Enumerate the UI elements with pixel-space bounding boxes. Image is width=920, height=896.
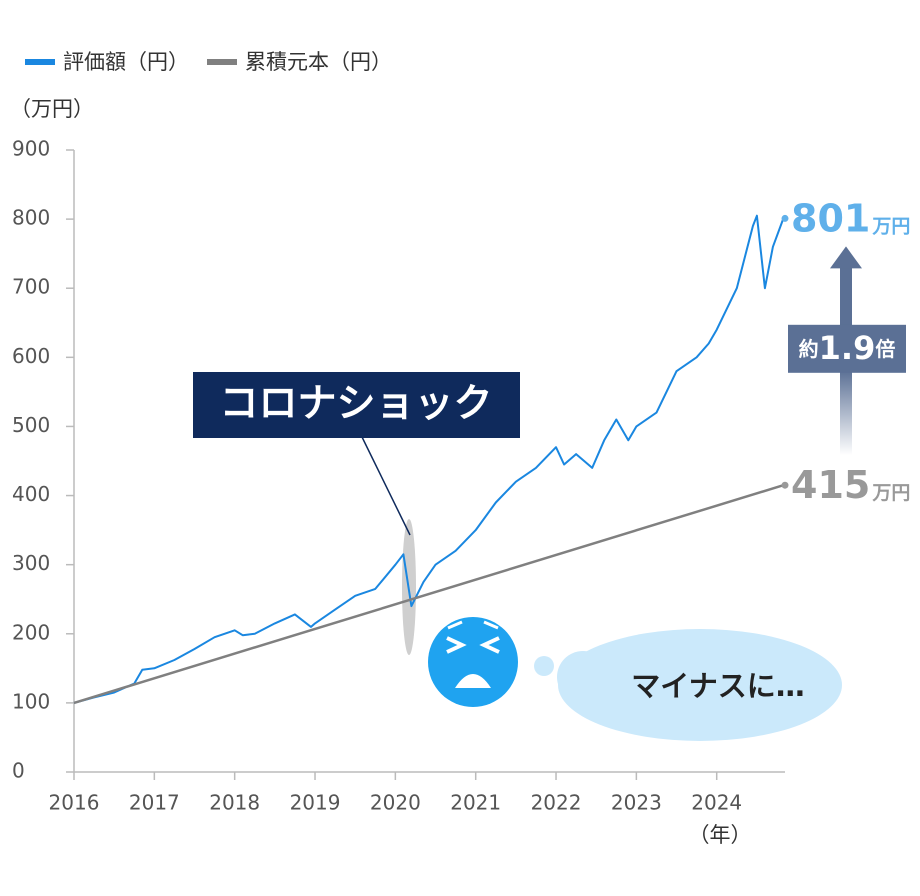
end-label: 801 万円 <box>791 196 910 240</box>
y-unit-label: （万円） <box>10 97 94 121</box>
x-tick-label: 2023 <box>611 791 662 815</box>
x-tick-label: 2021 <box>450 791 501 815</box>
legend-swatch <box>207 59 237 65</box>
end-value: 415 <box>791 463 870 507</box>
legend-swatch <box>25 59 55 65</box>
ratio-box <box>788 324 906 373</box>
end-dot <box>781 214 789 222</box>
plot-area: 0 100 200 300 400 500 600 700 800 900 2016 2017 2018… <box>12 137 910 815</box>
y-tick-label: 700 <box>12 275 50 299</box>
x-tick-label: 2024 <box>691 791 742 815</box>
x-tick-label: 2016 <box>49 791 100 815</box>
x-tick-label: 2020 <box>370 791 421 815</box>
y-tick-label: 200 <box>12 620 50 644</box>
y-tick-label: 600 <box>12 344 50 368</box>
end-dot <box>781 481 789 489</box>
y-tick-label: 100 <box>12 689 50 713</box>
series-line <box>73 214 785 704</box>
ratio-prefix: 約 <box>799 336 819 360</box>
ratio-suffix: 倍 <box>875 336 895 360</box>
y-tick-label: 400 <box>12 482 50 506</box>
series-line <box>73 484 784 705</box>
x-tick-label: 2019 <box>290 791 341 815</box>
end-label: 415 万円 <box>791 463 910 507</box>
y-tick-label: 300 <box>12 551 50 575</box>
end-unit: 万円 <box>871 215 910 237</box>
y-tick-label: 0 <box>12 759 25 783</box>
end-value: 801 <box>791 196 870 240</box>
x-tick-label: 2018 <box>209 791 260 815</box>
end-unit: 万円 <box>871 482 910 504</box>
callout-line <box>361 436 411 536</box>
legend: 評価額（円） 累積元本（円） <box>25 50 392 74</box>
thought-bubble <box>558 629 842 741</box>
callout-box <box>193 372 520 438</box>
face-icon <box>428 617 518 707</box>
x-unit-label: （年） <box>689 823 752 847</box>
legend-label: 累積元本（円） <box>245 50 392 74</box>
thought-text: マイナスに… <box>631 669 804 703</box>
ratio-arrow-head <box>830 246 862 269</box>
y-tick-label: 800 <box>12 206 50 230</box>
y-tick-label: 500 <box>12 413 50 437</box>
y-tick-label: 900 <box>12 137 50 161</box>
legend-label: 評価額（円） <box>63 50 189 74</box>
x-tick-label: 2017 <box>129 791 180 815</box>
callout-text: コロナショック <box>219 382 492 427</box>
bubble-dot <box>534 656 554 676</box>
x-tick-label: 2022 <box>531 791 582 815</box>
ratio-label: 約1.9倍 <box>799 329 896 367</box>
ratio-value: 1.9 <box>819 329 876 367</box>
